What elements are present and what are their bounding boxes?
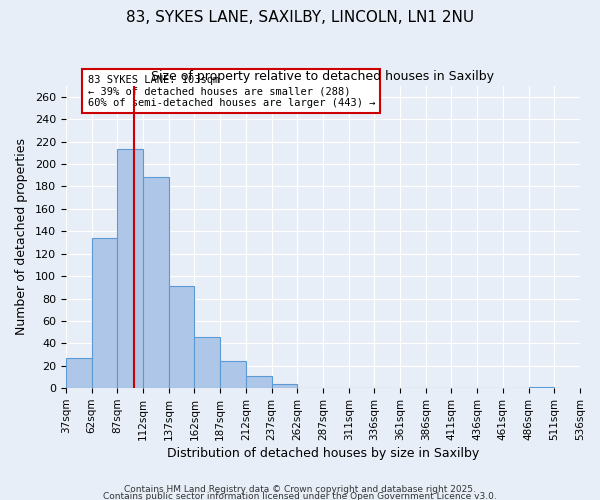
Bar [194,336,220,388]
Text: Contains HM Land Registry data © Crown copyright and database right 2025.: Contains HM Land Registry data © Crown c… [124,486,476,494]
Text: 83, SYKES LANE, SAXILBY, LINCOLN, LN1 2NU: 83, SYKES LANE, SAXILBY, LINCOLN, LN1 2N… [126,10,474,25]
Bar [529,387,554,388]
Bar [143,178,169,388]
Bar [169,286,194,388]
X-axis label: Distribution of detached houses by size in Saxilby: Distribution of detached houses by size … [167,447,479,460]
Text: Contains public sector information licensed under the Open Government Licence v3: Contains public sector information licen… [103,492,497,500]
Bar [118,150,143,388]
Bar [92,238,118,388]
Text: 83 SYKES LANE: 103sqm
← 39% of detached houses are smaller (288)
60% of semi-det: 83 SYKES LANE: 103sqm ← 39% of detached … [88,74,375,108]
Bar [66,358,92,388]
Y-axis label: Number of detached properties: Number of detached properties [15,138,28,336]
Title: Size of property relative to detached houses in Saxilby: Size of property relative to detached ho… [151,70,494,83]
Bar [220,362,246,388]
Bar [272,384,297,388]
Bar [246,376,272,388]
